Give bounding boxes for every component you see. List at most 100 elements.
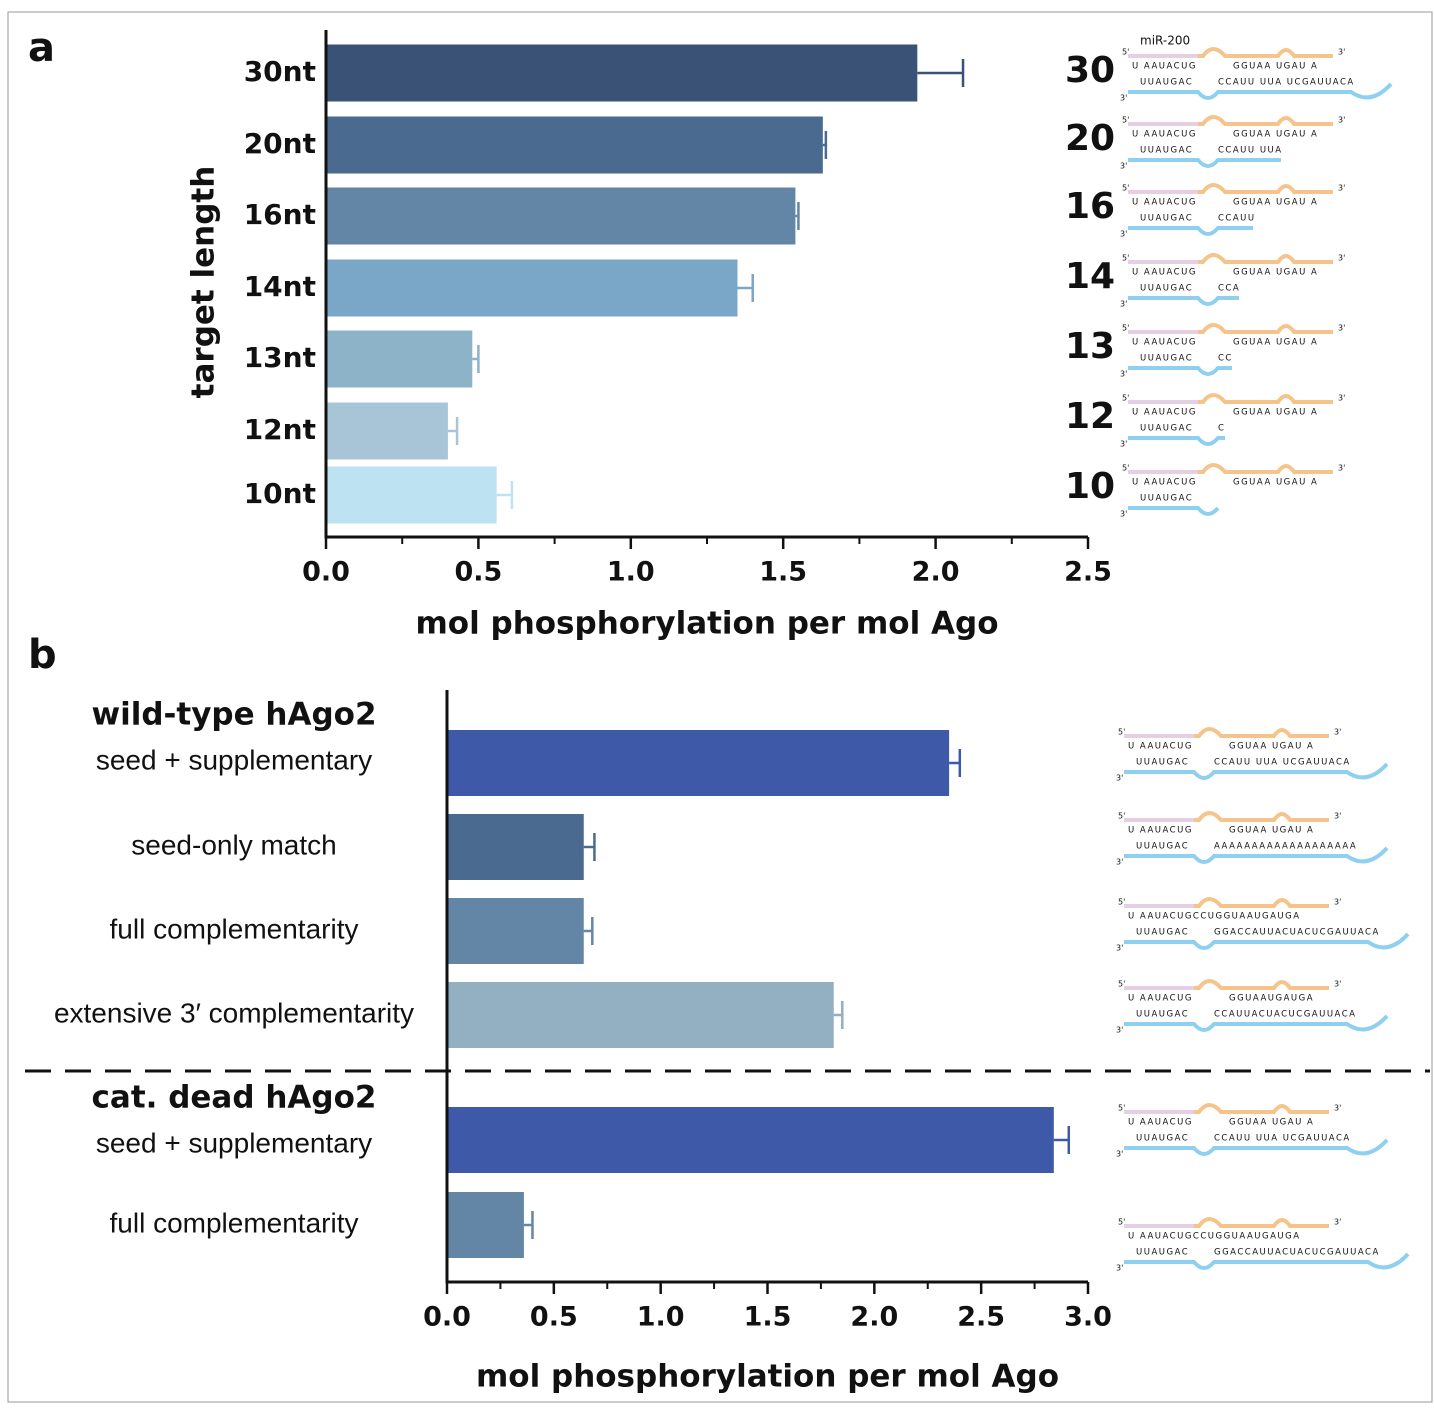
target-strand <box>1124 1138 1389 1156</box>
error-bar <box>795 202 800 230</box>
bar <box>326 44 918 102</box>
error-bar <box>523 1211 534 1239</box>
seed-seq: UUAUGAC <box>1136 1010 1189 1020</box>
seed-seq: UUAUGAC <box>1140 354 1193 364</box>
guide-strand <box>1124 727 1329 738</box>
error-bar <box>822 131 828 159</box>
strand-end: 5' <box>1118 1104 1125 1113</box>
rna-duplex: 5' 3' U AAUACUG GGUAA UGAU A UUAUGAC CCA 3' <box>1120 253 1345 309</box>
target-strand <box>1128 436 1225 446</box>
strand-end: 3' <box>1338 48 1345 57</box>
target-strand <box>1124 1014 1389 1032</box>
guide-strand <box>1124 897 1329 908</box>
error-bar <box>833 1001 844 1029</box>
category-label: seed-only match <box>131 829 336 860</box>
strand-end: 5' <box>1122 184 1129 193</box>
category-label: full complementarity <box>110 1207 359 1238</box>
strand-end: 5' <box>1122 48 1129 57</box>
seed-seq: UUAUGAC <box>1136 758 1189 768</box>
strand-end: 3' <box>1120 440 1127 449</box>
guide-seq: U AAUACUG <box>1128 1118 1193 1128</box>
guide-strand <box>1128 183 1333 194</box>
rna-duplex: 5' 3' U AAUACUG GGUAA UGAU A UUAUGAC CCAUU UU… <box>1116 1103 1389 1159</box>
bar <box>447 1192 524 1258</box>
strand-end: 3' <box>1120 370 1127 379</box>
guide-strand <box>1128 393 1333 404</box>
error-bar <box>472 345 480 373</box>
strand-end: 5' <box>1122 254 1129 263</box>
target-seq: CCAUU UUA UCGAUUACA <box>1218 78 1355 88</box>
guide-seq: U AAUACUG <box>1132 338 1197 348</box>
guide-seq: U AAUACUG <box>1128 742 1193 752</box>
strand-end: 3' <box>1116 1150 1123 1159</box>
target-seq: CCA <box>1218 284 1240 294</box>
target-seq: CCAUU UUA <box>1218 146 1283 156</box>
x-tick-label: 1.5 <box>744 1302 792 1333</box>
target-seq: CCAUU UUA UCGAUUACA <box>1214 1134 1351 1144</box>
strand-end: 3' <box>1334 728 1341 737</box>
guide-strand <box>1124 1217 1329 1228</box>
strand-end: 3' <box>1334 1218 1341 1227</box>
guide-seq: U AAUACUG <box>1128 994 1193 1004</box>
target-length-number: 20 <box>1065 118 1115 159</box>
x-axis-label: mol phosphorylation per mol Ago <box>415 606 998 642</box>
guide-seq: U AAUACUG <box>1128 826 1193 836</box>
x-tick-label: 2.0 <box>850 1302 898 1333</box>
guide-seq: U AAUACUGCCUGGUAAUGAUGA <box>1128 1232 1301 1242</box>
target-seq: AAAAAAAAAAAAAAAAAAA <box>1214 842 1357 852</box>
rna-duplex: 5' 3' U AAUACUGCCUGGUAAUGAUGA UUAUGAC GGACCA… <box>1116 1217 1410 1273</box>
rna-duplex: 5' 3' U AAUACUGCCUGGUAAUGAUGA UUAUGAC GGACCA… <box>1116 897 1410 953</box>
target-strand <box>1128 296 1239 306</box>
error-bar <box>583 833 596 861</box>
bar <box>326 330 473 388</box>
target-strand <box>1124 846 1389 864</box>
error-bar <box>917 59 965 87</box>
panel-label: a <box>28 25 55 71</box>
y-axis-label: target length <box>186 166 222 399</box>
bar <box>326 116 823 174</box>
loop-seq: GGUAA UGAU A <box>1233 408 1318 418</box>
bar <box>447 982 834 1048</box>
strand-end: 5' <box>1122 324 1129 333</box>
strand-end: 3' <box>1120 162 1127 171</box>
strand-end: 3' <box>1120 94 1127 103</box>
bar <box>447 1107 1054 1173</box>
strand-end: 3' <box>1120 510 1127 519</box>
category-label: full complementarity <box>110 913 359 944</box>
guide-strand <box>1128 253 1333 264</box>
strand-end: 5' <box>1122 394 1129 403</box>
strand-end: 3' <box>1338 254 1345 263</box>
strand-end: 3' <box>1338 116 1345 125</box>
group-label: cat. dead hAgo2 <box>92 1080 377 1116</box>
bar <box>447 814 584 880</box>
guide-seq: U AAUACUG <box>1132 408 1197 418</box>
group-label: wild-type hAgo2 <box>91 697 376 733</box>
strand-end: 3' <box>1116 858 1123 867</box>
strand-end: 5' <box>1122 116 1129 125</box>
target-seq: GGACCAUUACUACUCGAUUACA <box>1214 1248 1380 1258</box>
strand-end: 3' <box>1120 230 1127 239</box>
target-length-number: 16 <box>1065 186 1115 227</box>
strand-end: 5' <box>1118 1218 1125 1227</box>
strand-end: 5' <box>1118 728 1125 737</box>
seed-seq: UUAUGAC <box>1140 494 1193 504</box>
target-strand <box>1124 1252 1410 1270</box>
loop-seq: GGUAA UGAU A <box>1233 130 1318 140</box>
strand-end: 3' <box>1338 324 1345 333</box>
guide-strand <box>1124 1103 1329 1114</box>
seed-seq: UUAUGAC <box>1136 928 1189 938</box>
strand-end: 5' <box>1122 464 1129 473</box>
error-bar <box>949 749 962 777</box>
guide-seq: U AAUACUG <box>1132 478 1197 488</box>
bar <box>326 466 497 524</box>
error-bar <box>583 917 594 945</box>
rna-duplex: 5' 3' U AAUACUG GGUAAUGAUGA UUAUGAC CCAUUACUA… <box>1116 979 1389 1035</box>
x-tick-label: 0.0 <box>302 557 350 588</box>
seed-seq: UUAUGAC <box>1136 1134 1189 1144</box>
x-tick-label: 0.5 <box>530 1302 578 1333</box>
strand-end: 3' <box>1334 812 1341 821</box>
loop-seq: GGUAAUGAUGA <box>1229 994 1314 1004</box>
strand-end: 3' <box>1120 300 1127 309</box>
guide-strand <box>1128 323 1333 334</box>
